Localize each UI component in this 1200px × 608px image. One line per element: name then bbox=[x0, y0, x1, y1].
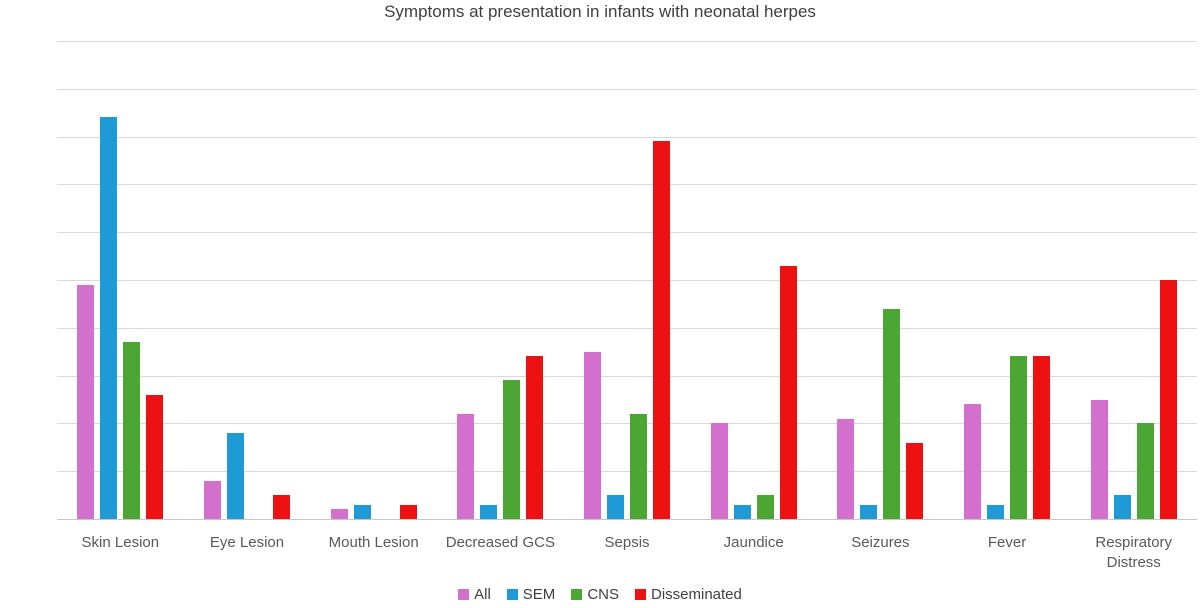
bar-all bbox=[1090, 399, 1108, 519]
legend-item-disseminated: Disseminated bbox=[634, 586, 742, 603]
bar-disseminated bbox=[399, 504, 417, 519]
bar-sem bbox=[227, 432, 244, 519]
bar-sem bbox=[733, 504, 751, 519]
bar-group bbox=[817, 41, 944, 519]
bar-sem bbox=[860, 504, 878, 519]
bar-cns bbox=[1136, 423, 1154, 519]
legend-label: Disseminated bbox=[650, 586, 742, 603]
plot-area bbox=[57, 41, 1197, 520]
bar-cns bbox=[756, 495, 774, 519]
gridline bbox=[57, 232, 1197, 234]
bar-group bbox=[944, 41, 1071, 519]
bar-group bbox=[437, 41, 564, 519]
bar-disseminated bbox=[526, 356, 544, 519]
bar-sem bbox=[607, 495, 625, 519]
bar-all bbox=[204, 480, 221, 519]
bar-all bbox=[837, 418, 855, 519]
legend-swatch-icon bbox=[458, 589, 470, 600]
gridline bbox=[57, 423, 1197, 425]
x-axis-category-label: Fever bbox=[987, 534, 1027, 551]
legend-item-all: All bbox=[458, 586, 491, 603]
bar-disseminated bbox=[906, 442, 924, 519]
chart-title: Symptoms at presentation in infants with… bbox=[384, 2, 816, 21]
bar-group bbox=[184, 41, 311, 519]
gridline bbox=[57, 88, 1197, 90]
x-axis-category-label: Seizures bbox=[851, 534, 910, 551]
gridline bbox=[57, 327, 1197, 329]
bar-disseminated bbox=[779, 265, 797, 519]
x-axis-category-label: Respiratory Distress bbox=[1095, 534, 1173, 571]
bar-group bbox=[1070, 41, 1197, 519]
legend-swatch-icon bbox=[634, 589, 646, 600]
bar-group bbox=[564, 41, 691, 519]
x-axis-category-label: Mouth Lesion bbox=[328, 534, 419, 551]
bar-sem bbox=[353, 504, 371, 519]
x-axis: Skin Lesion Eye Lesion Mouth Lesion Decreas… bbox=[57, 531, 1197, 573]
legend-item-cns: CNS bbox=[571, 586, 619, 603]
bar-cns bbox=[503, 380, 521, 519]
bar-disseminated bbox=[146, 394, 164, 519]
legend-label: SEM bbox=[522, 586, 556, 603]
bar-all bbox=[457, 413, 475, 519]
bar-cns bbox=[1010, 356, 1028, 519]
bar-disseminated bbox=[273, 495, 290, 519]
bar-cns bbox=[630, 413, 648, 519]
legend-label: All bbox=[474, 586, 491, 603]
gridline bbox=[57, 136, 1197, 138]
gridline bbox=[57, 471, 1197, 473]
bar-all bbox=[710, 423, 728, 519]
x-axis-category-label: Decreased GCS bbox=[445, 534, 555, 551]
bar-group bbox=[690, 41, 817, 519]
bar-all bbox=[584, 351, 602, 519]
bar-sem bbox=[987, 504, 1005, 519]
bar-group bbox=[310, 41, 437, 519]
bar-cns bbox=[883, 308, 901, 519]
bar-group bbox=[57, 41, 184, 519]
gridline bbox=[57, 375, 1197, 377]
legend-label: CNS bbox=[587, 586, 619, 603]
bar-all bbox=[77, 284, 95, 519]
bar-groups bbox=[57, 41, 1197, 519]
bar-disseminated bbox=[1033, 356, 1051, 519]
gridline bbox=[57, 280, 1197, 281]
x-axis-baseline bbox=[57, 519, 1197, 520]
x-axis-category-label: Sepsis bbox=[604, 534, 650, 551]
bar-all bbox=[964, 404, 982, 519]
bar-cns bbox=[123, 342, 141, 519]
bar-disseminated bbox=[653, 141, 671, 519]
x-axis-category-label: Eye Lesion bbox=[209, 534, 285, 551]
bar-sem bbox=[1113, 495, 1131, 519]
legend: All SEM CNS Disseminated bbox=[0, 586, 1200, 603]
gridline bbox=[57, 184, 1197, 186]
bar-sem bbox=[480, 504, 498, 519]
x-axis-category-label: Jaundice bbox=[723, 534, 784, 551]
x-axis-category-label: Skin Lesion bbox=[81, 534, 160, 551]
gridline bbox=[57, 41, 1197, 42]
legend-swatch-icon bbox=[571, 589, 583, 600]
legend-swatch-icon bbox=[506, 589, 518, 600]
bar-all bbox=[330, 509, 348, 519]
bar-sem bbox=[100, 117, 118, 519]
bar-disseminated bbox=[1159, 280, 1177, 519]
legend-item-sem: SEM bbox=[506, 586, 556, 603]
